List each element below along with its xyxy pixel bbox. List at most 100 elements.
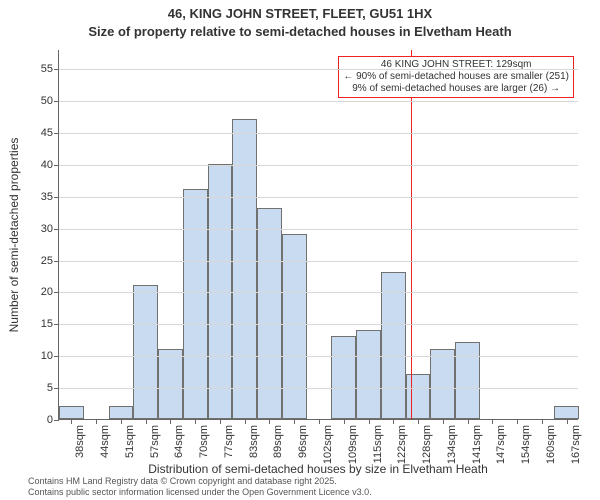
annotation-line2: ← 90% of semi-detached houses are smalle…: [343, 71, 569, 83]
xtick-label: 83sqm: [248, 425, 260, 458]
gridline: [59, 69, 578, 70]
gridline: [59, 165, 578, 166]
xtick-label: 44sqm: [99, 425, 111, 458]
xtick-mark: [121, 419, 122, 424]
xtick-label: 96sqm: [297, 425, 309, 458]
gridline: [59, 229, 578, 230]
xtick-label: 141sqm: [471, 425, 483, 464]
x-axis-label: Distribution of semi-detached houses by …: [58, 462, 578, 476]
ytick-label: 35: [41, 191, 53, 203]
xtick-mark: [71, 419, 72, 424]
ytick-mark: [54, 388, 59, 389]
xtick-label: 57sqm: [149, 425, 161, 458]
xtick-mark: [269, 419, 270, 424]
xtick-mark: [468, 419, 469, 424]
ytick-mark: [54, 101, 59, 102]
chart-container: 46, KING JOHN STREET, FLEET, GU51 1HX Si…: [0, 0, 600, 500]
ytick-mark: [54, 165, 59, 166]
footnote: Contains HM Land Registry data © Crown c…: [28, 476, 372, 498]
ytick-label: 30: [41, 223, 53, 235]
xtick-label: 128sqm: [421, 425, 433, 464]
xtick-mark: [418, 419, 419, 424]
xtick-mark: [443, 419, 444, 424]
xtick-mark: [195, 419, 196, 424]
xtick-mark: [369, 419, 370, 424]
ytick-label: 15: [41, 318, 53, 330]
histogram-bar: [406, 374, 431, 419]
gridline: [59, 292, 578, 293]
gridline: [59, 101, 578, 102]
ytick-mark: [54, 324, 59, 325]
bars-layer: [59, 50, 578, 419]
ytick-label: 0: [47, 414, 53, 426]
histogram-bar: [554, 406, 579, 419]
gridline: [59, 197, 578, 198]
xtick-label: 77sqm: [223, 425, 235, 458]
annotation-box: 46 KING JOHN STREET: 129sqm ← 90% of sem…: [338, 56, 574, 98]
ytick-mark: [54, 261, 59, 262]
xtick-mark: [245, 419, 246, 424]
chart-title: 46, KING JOHN STREET, FLEET, GU51 1HX: [0, 6, 600, 21]
ytick-label: 10: [41, 350, 53, 362]
ytick-label: 25: [41, 255, 53, 267]
gridline: [59, 388, 578, 389]
footnote-line2: Contains public sector information licen…: [28, 487, 372, 498]
ytick-mark: [54, 229, 59, 230]
histogram-bar: [356, 330, 381, 419]
xtick-label: 64sqm: [173, 425, 185, 458]
xtick-label: 89sqm: [272, 425, 284, 458]
histogram-bar: [282, 234, 307, 419]
histogram-bar: [455, 342, 480, 419]
ytick-mark: [54, 292, 59, 293]
xtick-mark: [319, 419, 320, 424]
ytick-mark: [54, 420, 59, 421]
xtick-label: 102sqm: [322, 425, 334, 464]
xtick-mark: [393, 419, 394, 424]
ytick-label: 50: [41, 95, 53, 107]
histogram-bar: [183, 189, 208, 419]
xtick-mark: [344, 419, 345, 424]
histogram-bar: [381, 272, 406, 419]
footnote-line1: Contains HM Land Registry data © Crown c…: [28, 476, 372, 487]
y-axis-label: Number of semi-detached properties: [7, 138, 21, 333]
ytick-mark: [54, 356, 59, 357]
xtick-label: 115sqm: [372, 425, 384, 463]
xtick-mark: [146, 419, 147, 424]
xtick-label: 109sqm: [347, 425, 359, 464]
xtick-mark: [492, 419, 493, 424]
chart-subtitle: Size of property relative to semi-detach…: [0, 24, 600, 39]
xtick-label: 160sqm: [545, 425, 557, 464]
ytick-label: 45: [41, 127, 53, 139]
xtick-mark: [542, 419, 543, 424]
xtick-label: 122sqm: [396, 425, 408, 464]
gridline: [59, 356, 578, 357]
xtick-label: 154sqm: [520, 425, 532, 464]
histogram-bar: [430, 349, 455, 419]
histogram-bar: [208, 164, 233, 419]
gridline: [59, 133, 578, 134]
xtick-label: 147sqm: [495, 425, 507, 464]
ytick-label: 20: [41, 286, 53, 298]
histogram-bar: [59, 406, 84, 419]
xtick-mark: [294, 419, 295, 424]
histogram-bar: [331, 336, 356, 419]
ytick-mark: [54, 69, 59, 70]
xtick-mark: [517, 419, 518, 424]
xtick-label: 38sqm: [74, 425, 86, 458]
ytick-mark: [54, 197, 59, 198]
gridline: [59, 261, 578, 262]
xtick-mark: [96, 419, 97, 424]
ytick-label: 5: [47, 382, 53, 394]
gridline: [59, 324, 578, 325]
xtick-label: 51sqm: [124, 425, 136, 458]
xtick-mark: [220, 419, 221, 424]
xtick-label: 70sqm: [198, 425, 210, 458]
xtick-label: 134sqm: [446, 425, 458, 464]
ytick-mark: [54, 133, 59, 134]
ytick-label: 55: [41, 63, 53, 75]
histogram-bar: [109, 406, 134, 419]
xtick-label: 167sqm: [570, 425, 582, 464]
histogram-bar: [158, 349, 183, 419]
ytick-label: 40: [41, 159, 53, 171]
annotation-line3: 9% of semi-detached houses are larger (2…: [343, 83, 569, 95]
